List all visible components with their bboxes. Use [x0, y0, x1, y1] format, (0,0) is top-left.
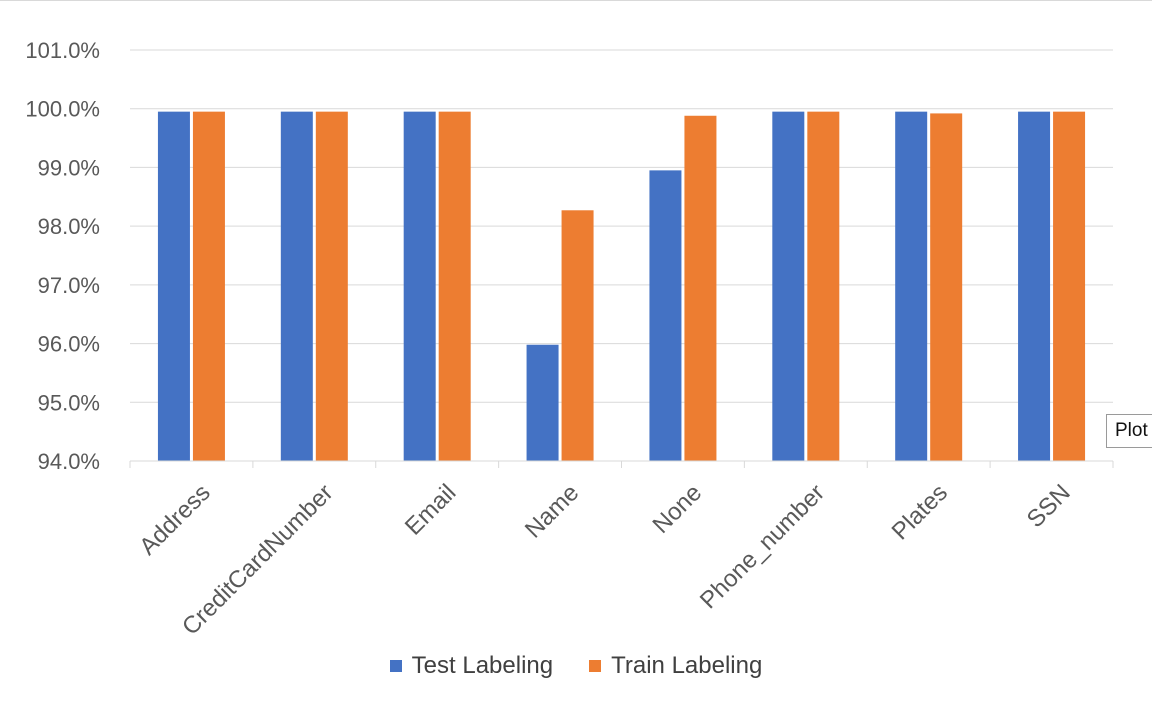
x-category-label: Address	[134, 479, 215, 560]
bar	[561, 210, 594, 461]
legend-label-test: Test Labeling	[411, 652, 554, 679]
x-category-label: Email	[400, 479, 462, 541]
legend-swatch-test	[389, 660, 402, 672]
y-tick-label: 96.0%	[38, 332, 100, 357]
legend-item-test[interactable]: Test Labeling	[389, 652, 554, 680]
legend-swatch-train	[589, 660, 602, 672]
bar	[438, 111, 471, 462]
y-tick-label: 98.0%	[38, 214, 100, 239]
y-tick-label: 94.0%	[38, 449, 100, 474]
bar	[1053, 111, 1086, 462]
bar	[1018, 111, 1051, 462]
legend-label-train: Train Labeling	[611, 652, 763, 679]
bar	[807, 111, 840, 462]
x-category-label: None	[648, 479, 708, 539]
y-tick-label: 97.0%	[38, 273, 100, 298]
plot-tooltip: Plot	[1106, 414, 1152, 448]
bar	[192, 111, 225, 462]
y-tick-label: 95.0%	[38, 390, 100, 415]
legend-item-train[interactable]: Train Labeling	[589, 652, 762, 680]
y-tick-label: 100.0%	[25, 97, 100, 122]
bar	[772, 111, 805, 462]
y-tick-label: 99.0%	[38, 155, 100, 180]
bar	[403, 111, 436, 462]
bar	[526, 344, 559, 461]
bar	[280, 111, 313, 462]
bar	[895, 111, 928, 462]
bar	[315, 111, 348, 462]
bar	[157, 111, 190, 462]
bar	[649, 170, 682, 461]
legend: Test Labeling Train Labeling	[0, 652, 1152, 680]
bar	[684, 115, 717, 461]
x-category-label: SSN	[1022, 479, 1076, 533]
bar	[930, 113, 963, 461]
y-tick-label: 101.0%	[25, 38, 100, 63]
chart-frame-top	[0, 0, 1152, 1]
x-category-label: Plates	[887, 479, 953, 545]
x-category-label: Phone_number	[695, 479, 830, 614]
x-category-label: Name	[520, 479, 584, 543]
